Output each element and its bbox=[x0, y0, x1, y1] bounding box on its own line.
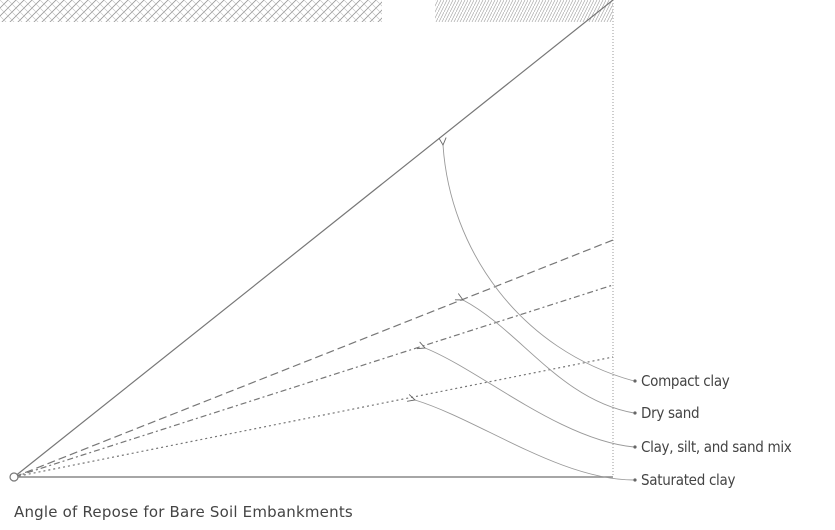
caption: Angle of Repose for Bare Soil Embankment… bbox=[14, 503, 353, 521]
slope-compact-clay bbox=[13, 0, 614, 478]
label: Clay, silt, and sand mix bbox=[641, 438, 792, 456]
ground-texture bbox=[435, 0, 613, 22]
leader-dot bbox=[633, 379, 637, 383]
label: Dry sand bbox=[641, 404, 699, 422]
ground-texture bbox=[0, 0, 382, 22]
label: Saturated clay bbox=[641, 471, 735, 489]
leader bbox=[425, 348, 635, 448]
slope-saturated-clay bbox=[13, 356, 614, 478]
leader bbox=[463, 300, 635, 414]
slope-dry-sand bbox=[13, 239, 614, 478]
leader-dot bbox=[633, 411, 637, 415]
leader bbox=[443, 145, 635, 382]
leader-dot bbox=[633, 445, 637, 449]
leader-dot bbox=[633, 478, 637, 482]
label: Compact clay bbox=[641, 372, 730, 390]
origin bbox=[9, 472, 19, 482]
leader bbox=[415, 400, 635, 481]
